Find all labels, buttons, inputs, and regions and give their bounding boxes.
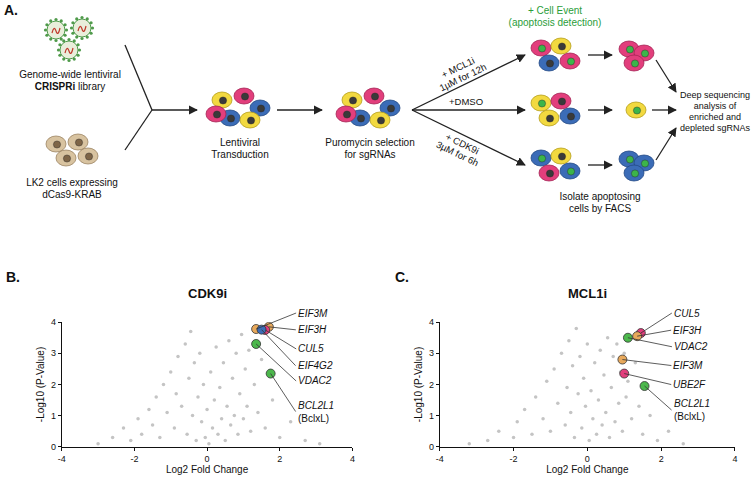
svg-text:-4: -4 xyxy=(58,454,66,464)
svg-text:-2: -2 xyxy=(510,454,518,464)
svg-text:for sgRNAs: for sgRNAs xyxy=(344,149,395,160)
svg-text:3: 3 xyxy=(51,348,56,358)
svg-text:2: 2 xyxy=(429,380,434,390)
svg-text:CUL5: CUL5 xyxy=(298,343,324,354)
svg-text:EIF3H: EIF3H xyxy=(673,325,702,336)
svg-text:0: 0 xyxy=(429,442,434,452)
svg-text:3: 3 xyxy=(429,348,434,358)
svg-text:CRISPRi library: CRISPRi library xyxy=(35,81,106,92)
svg-text:+DMSO: +DMSO xyxy=(449,96,483,107)
svg-text:depleted sgRNAs: depleted sgRNAs xyxy=(680,123,751,133)
svg-text:2: 2 xyxy=(277,454,282,464)
svg-text:Genome-wide lentiviral: Genome-wide lentiviral xyxy=(19,69,121,80)
svg-text:-4: -4 xyxy=(436,454,444,464)
svg-text:Transduction: Transduction xyxy=(211,149,268,160)
svg-text:+ CDK9i: + CDK9i xyxy=(443,130,481,157)
svg-text:dCas9-KRAB: dCas9-KRAB xyxy=(42,189,102,200)
svg-text:UBE2F: UBE2F xyxy=(673,379,706,390)
svg-text:cells by FACS: cells by FACS xyxy=(569,203,632,214)
svg-text:0: 0 xyxy=(51,442,56,452)
svg-text:VDAC2: VDAC2 xyxy=(298,375,332,386)
svg-text:Lentiviral: Lentiviral xyxy=(220,137,260,148)
svg-text:4: 4 xyxy=(732,454,737,464)
svg-text:+ Cell Event: + Cell Event xyxy=(528,5,582,16)
svg-text:(apoptosis detection): (apoptosis detection) xyxy=(509,17,602,28)
svg-text:-Log10 (P-Value): -Log10 (P-Value) xyxy=(413,347,424,422)
svg-text:EIF4G2: EIF4G2 xyxy=(298,360,333,371)
svg-text:-2: -2 xyxy=(130,454,138,464)
svg-text:Deep sequencing: Deep sequencing xyxy=(680,90,750,100)
svg-text:Log2 Fold Change: Log2 Fold Change xyxy=(546,464,629,475)
svg-text:4: 4 xyxy=(429,317,434,327)
svg-text:enriched and: enriched and xyxy=(689,112,741,122)
svg-text:BCL2L1(BclxL): BCL2L1(BclxL) xyxy=(298,400,334,424)
svg-text:MCL1i: MCL1i xyxy=(568,286,607,301)
svg-text:VDAC2: VDAC2 xyxy=(674,341,708,352)
svg-text:3µM for 6h: 3µM for 6h xyxy=(435,139,481,169)
svg-text:C.: C. xyxy=(395,269,409,285)
svg-text:4: 4 xyxy=(350,454,355,464)
svg-text:0: 0 xyxy=(585,454,590,464)
svg-text:CDK9i: CDK9i xyxy=(188,286,227,301)
svg-text:EIF3H: EIF3H xyxy=(298,324,327,335)
svg-text:2: 2 xyxy=(659,454,664,464)
svg-text:0: 0 xyxy=(205,454,210,464)
svg-text:-Log10 (P-Value): -Log10 (P-Value) xyxy=(35,347,46,422)
svg-text:1µM for 12h: 1µM for 12h xyxy=(437,61,488,93)
svg-text:+ MCL1i: + MCL1i xyxy=(439,54,477,81)
svg-text:1: 1 xyxy=(51,411,56,421)
svg-text:BCL2L1(BclxL): BCL2L1(BclxL) xyxy=(674,398,710,422)
svg-text:2: 2 xyxy=(51,380,56,390)
svg-text:1: 1 xyxy=(429,411,434,421)
svg-text:4: 4 xyxy=(51,317,56,327)
svg-text:CUL5: CUL5 xyxy=(674,308,700,319)
svg-text:EIF3M: EIF3M xyxy=(673,360,703,371)
svg-text:A.: A. xyxy=(4,2,18,18)
svg-text:LK2 cells expressing: LK2 cells expressing xyxy=(26,177,118,188)
svg-text:B.: B. xyxy=(6,269,20,285)
svg-text:analysis of: analysis of xyxy=(694,101,737,111)
svg-text:EIF3M: EIF3M xyxy=(298,308,328,319)
svg-text:Puromycin selection: Puromycin selection xyxy=(325,137,414,148)
svg-text:Log2 Fold Change: Log2 Fold Change xyxy=(166,464,249,475)
svg-text:Isolate apoptosing: Isolate apoptosing xyxy=(559,191,640,202)
